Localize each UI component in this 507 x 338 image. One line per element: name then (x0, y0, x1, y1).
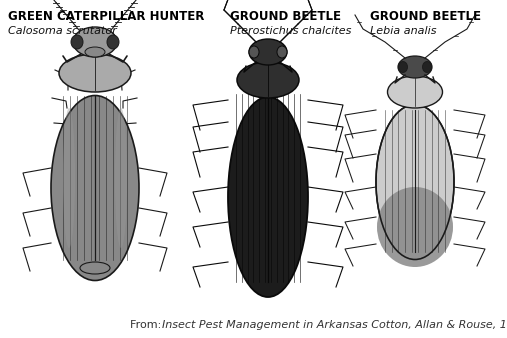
Text: Lebia analis: Lebia analis (370, 26, 437, 36)
Ellipse shape (228, 97, 308, 297)
Text: From:: From: (130, 320, 165, 330)
Ellipse shape (115, 108, 127, 248)
Ellipse shape (249, 46, 259, 58)
Ellipse shape (85, 47, 105, 57)
Ellipse shape (63, 108, 75, 248)
Text: GROUND BEETLE: GROUND BEETLE (230, 10, 341, 23)
Ellipse shape (387, 76, 443, 108)
Ellipse shape (277, 46, 287, 58)
Ellipse shape (73, 27, 117, 57)
Ellipse shape (249, 39, 287, 65)
Text: Calosoma scrutator: Calosoma scrutator (8, 26, 117, 36)
Ellipse shape (51, 96, 139, 281)
Ellipse shape (399, 62, 408, 72)
Ellipse shape (422, 62, 431, 72)
Polygon shape (90, 78, 100, 88)
Text: Insect Pest Management in Arkansas Cotton, Allan & Rouse, 1978: Insect Pest Management in Arkansas Cotto… (162, 320, 507, 330)
Ellipse shape (59, 54, 131, 92)
Text: Pterostichus chalcites: Pterostichus chalcites (230, 26, 351, 36)
Ellipse shape (377, 187, 453, 267)
Text: GROUND BEETLE: GROUND BEETLE (370, 10, 481, 23)
Ellipse shape (237, 62, 299, 98)
Ellipse shape (80, 262, 110, 274)
Ellipse shape (398, 56, 432, 78)
Ellipse shape (376, 104, 454, 260)
Ellipse shape (107, 35, 119, 49)
Text: GREEN CATERPILLAR HUNTER: GREEN CATERPILLAR HUNTER (8, 10, 204, 23)
Ellipse shape (71, 35, 83, 49)
